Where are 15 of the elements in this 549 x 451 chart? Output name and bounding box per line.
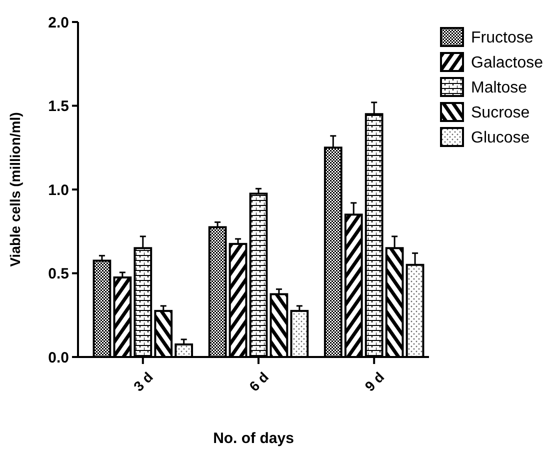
legend-label: Galactose [471, 54, 544, 72]
x-tick-label: 3 d [130, 368, 156, 394]
y-tick-label: 2.0 [48, 14, 69, 32]
x-axis-title: No. of days [213, 430, 294, 447]
x-tick-label: 9 d [362, 368, 388, 394]
x-tick-label: 6 d [246, 368, 272, 394]
legend-label: Sucrose [471, 104, 530, 122]
y-axis-title: Viable cells (million/ml) [7, 112, 23, 267]
y-tick-label: 1.0 [48, 182, 69, 199]
y-tick-label: 0.5 [48, 266, 69, 282]
legend-label: Maltose [471, 80, 528, 97]
legend-label: Fructose [471, 30, 534, 47]
y-tick-label: 1.5 [48, 98, 69, 115]
legend-label: Glucose [471, 130, 530, 147]
y-tick-label: 0.0 [48, 349, 69, 366]
